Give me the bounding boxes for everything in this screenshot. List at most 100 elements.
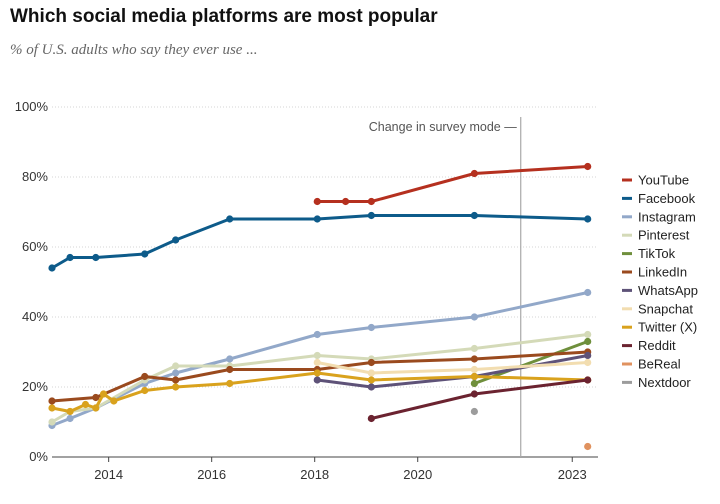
data-point-twitter-x xyxy=(99,390,108,398)
data-point-facebook xyxy=(470,211,478,220)
data-point-youtube xyxy=(470,169,478,178)
data-point-instagram xyxy=(584,288,592,297)
axis-layer: 0% 20% 40% 60% 80% 100% 2014 2016 2018 2020 2023 xyxy=(15,99,598,482)
data-point-twitter-x xyxy=(66,407,74,416)
x-tick-label: 2020 xyxy=(403,467,432,482)
data-point-facebook xyxy=(313,215,321,223)
series-instagram xyxy=(48,288,592,430)
data-point-whatsapp xyxy=(367,383,375,391)
data-point-linkedin xyxy=(172,376,180,384)
legend-item-facebook: Facebook xyxy=(622,191,696,206)
data-point-pinterest xyxy=(313,351,321,360)
data-point-pinterest xyxy=(48,418,56,426)
legend-label: Instagram xyxy=(638,209,696,224)
y-tick-label: 60% xyxy=(22,239,48,254)
data-point-twitter-x xyxy=(470,372,478,381)
legend-label: BeReal xyxy=(638,357,681,372)
legend-item-whatsapp: WhatsApp xyxy=(622,283,698,298)
series-youtube xyxy=(313,162,592,206)
legend: YouTube Facebook Instagram Pinterest TikTok L… xyxy=(622,173,698,390)
x-tick-label: 2016 xyxy=(197,467,226,482)
data-point-youtube xyxy=(367,197,375,206)
data-point-whatsapp xyxy=(584,351,592,360)
data-point-reddit xyxy=(584,376,592,384)
data-point-linkedin xyxy=(141,372,149,381)
data-point-facebook xyxy=(172,236,180,244)
series-line-facebook xyxy=(50,214,590,270)
series-reddit xyxy=(367,376,592,423)
data-point-instagram xyxy=(172,369,180,377)
data-point-snapchat xyxy=(584,358,592,367)
series-line-pinterest xyxy=(50,333,590,424)
data-point-reddit xyxy=(367,414,375,423)
data-point-facebook xyxy=(367,211,375,220)
legend-item-linkedin: LinkedIn xyxy=(622,265,687,280)
data-point-snapchat xyxy=(313,358,321,367)
legend-item-nextdoor: Nextdoor xyxy=(622,375,691,390)
series-facebook xyxy=(48,211,592,272)
data-point-twitter-x xyxy=(110,397,118,405)
data-point-youtube xyxy=(584,162,592,171)
legend-label: YouTube xyxy=(638,173,689,188)
data-point-tiktok xyxy=(470,379,478,388)
data-point-snapchat xyxy=(367,369,375,377)
data-point-linkedin xyxy=(226,365,234,374)
legend-label: Facebook xyxy=(638,191,696,206)
x-tick-label: 2023 xyxy=(558,467,587,482)
data-point-reddit xyxy=(470,390,478,398)
data-point-tiktok xyxy=(584,337,592,346)
data-point-facebook xyxy=(141,250,149,258)
data-point-instagram xyxy=(470,313,478,321)
legend-label: Reddit xyxy=(638,338,676,353)
series-layer xyxy=(48,162,592,451)
series-line-snapchat xyxy=(315,361,590,375)
legend-item-twitter-x: Twitter (X) xyxy=(622,320,697,335)
data-point-facebook xyxy=(92,253,100,262)
data-point-pinterest xyxy=(172,362,180,370)
data-point-linkedin xyxy=(48,397,56,405)
data-point-youtube xyxy=(342,197,350,206)
y-tick-label: 20% xyxy=(22,379,48,394)
series-line-instagram xyxy=(50,291,590,427)
data-point-twitter-x xyxy=(226,379,234,388)
data-point-twitter-x xyxy=(172,383,180,391)
data-point-twitter-x xyxy=(313,369,321,377)
data-point-youtube xyxy=(313,197,321,206)
series-line-youtube xyxy=(315,165,590,203)
x-tick-label: 2018 xyxy=(300,467,329,482)
chart-title: Which social media platforms are most po… xyxy=(10,6,438,27)
data-point-linkedin xyxy=(92,393,100,402)
legend-label: Nextdoor xyxy=(638,375,691,390)
legend-item-instagram: Instagram xyxy=(622,209,696,224)
grid-layer xyxy=(52,106,598,388)
legend-item-pinterest: Pinterest xyxy=(622,228,690,243)
data-point-twitter-x xyxy=(48,404,56,412)
data-point-instagram xyxy=(313,330,321,339)
legend-label: Pinterest xyxy=(638,228,690,243)
data-point-nextdoor xyxy=(470,407,478,416)
x-tick-label: 2014 xyxy=(94,467,123,482)
legend-item-bereal: BeReal xyxy=(622,357,681,372)
data-point-linkedin xyxy=(367,358,375,367)
y-tick-label: 0% xyxy=(29,449,48,464)
data-point-facebook xyxy=(48,264,56,272)
data-point-instagram xyxy=(226,355,234,363)
data-point-whatsapp xyxy=(313,376,321,384)
data-point-bereal xyxy=(584,442,592,451)
data-point-twitter-x xyxy=(92,404,100,412)
data-point-facebook xyxy=(584,215,592,223)
data-point-facebook xyxy=(226,215,234,223)
legend-item-tiktok: TikTok xyxy=(622,246,676,261)
data-point-pinterest xyxy=(470,344,478,353)
data-point-facebook xyxy=(66,253,74,262)
data-point-linkedin xyxy=(470,355,478,363)
y-tick-label: 80% xyxy=(22,169,48,184)
legend-label: Snapchat xyxy=(638,301,693,316)
legend-label: Twitter (X) xyxy=(638,320,697,335)
survey-mode-label: Change in survey mode — xyxy=(369,120,517,134)
data-point-pinterest xyxy=(584,330,592,339)
legend-item-youtube: YouTube xyxy=(622,173,689,188)
y-tick-label: 40% xyxy=(22,309,48,324)
series-twitter-x xyxy=(48,369,592,416)
